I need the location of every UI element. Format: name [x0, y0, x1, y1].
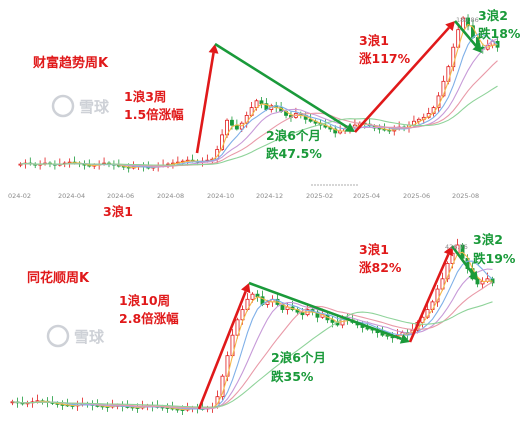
panel-2: 同花顺周K 426.76 1浪10周 2.8倍涨幅 2浪6个月 跌35% 3浪1… — [10, 232, 516, 418]
wave-arrowhead-4 — [468, 270, 478, 281]
wave-arrowhead-3 — [445, 21, 455, 32]
candle-body — [240, 309, 245, 321]
panel-1-peak-label: 180.86 — [456, 16, 479, 24]
panel-2-arrows — [197, 245, 478, 410]
p2-wave3a-label: 3浪1 — [359, 242, 389, 257]
wave-arrowhead-4 — [472, 42, 482, 53]
candle-body — [466, 17, 470, 27]
candle-body — [265, 301, 270, 305]
ma-line-26 — [12, 301, 493, 408]
ma-line-26 — [20, 85, 498, 166]
x-tick-label: 2024-04 — [58, 192, 85, 200]
x-tick-label: 2025-04 — [353, 192, 380, 200]
xueqiu-logo-icon — [51, 94, 75, 118]
panel-1-ma-lines — [20, 23, 498, 168]
p2-wave2-label: 2浪6个月 — [271, 350, 326, 365]
p1-wave3a-move: 涨117% — [359, 51, 411, 66]
wave-arrow-2 — [214, 42, 349, 129]
wave-arrowhead-1 — [241, 283, 251, 294]
wave-arrow-3 — [354, 26, 450, 133]
candle-body — [435, 288, 440, 303]
x-tick-label: 2024-12 — [256, 192, 283, 200]
candle-body — [18, 163, 23, 166]
panel-2-candles — [10, 238, 495, 415]
candle-body — [220, 134, 225, 150]
panel-1-title: 财富趋势周K — [33, 55, 109, 71]
x-tick-label: 024-02 — [8, 192, 31, 200]
candle-body — [230, 119, 234, 126]
x-tick-label: 2024-10 — [207, 192, 234, 200]
p2-wave3b-label: 3浪2 — [473, 232, 503, 247]
p1-watermark-text: 雪球 — [79, 98, 110, 116]
candle-body — [308, 118, 313, 122]
x-tick-label: 2024-06 — [107, 192, 134, 200]
panel-2-title: 同花顺周K — [27, 270, 90, 286]
x-tick-label: 2024-08 — [157, 192, 184, 200]
wave-arrow-4 — [454, 20, 478, 47]
wave-arrow-1 — [197, 290, 247, 410]
x-tick-label: 2025-08 — [452, 192, 479, 200]
p2-wave3b-move: 跌19% — [473, 251, 516, 266]
wave-arrow-1 — [195, 52, 215, 154]
xueqiu-footer-icon — [374, 402, 390, 418]
panel-1-arrows — [195, 20, 482, 154]
p1-xueqiu-watermark: 雪球 — [51, 94, 110, 118]
footer-watermark: 雪球：儿童团团长 — [374, 402, 490, 418]
p1-footnote: 3浪1 — [103, 204, 133, 219]
p1-wave3b-label: 3浪2 — [478, 8, 508, 23]
p1-wave1-label: 1浪3周 — [124, 89, 166, 104]
p1-wave2-move: 跌47.5% — [266, 146, 322, 161]
p1-wave1-move: 1.5倍涨幅 — [124, 107, 184, 122]
candle-body — [330, 319, 335, 323]
p2-watermark-text: 雪球 — [74, 328, 105, 346]
footer-watermark-text: 雪球：儿童团团长 — [393, 403, 490, 418]
wave-arrowhead-1 — [208, 44, 219, 54]
candle-body — [250, 293, 255, 300]
p2-wave3a-move: 涨82% — [359, 260, 402, 275]
wave-arrow-3 — [408, 253, 450, 343]
x-tick-label: 2025-06 — [403, 192, 430, 200]
candle-body — [259, 100, 264, 105]
candle-body — [445, 263, 450, 280]
candle-body — [244, 115, 249, 124]
p1-wave3a-label: 3浪1 — [359, 33, 389, 48]
candle-body — [333, 128, 338, 134]
panel-2-peak-label: 426.76 — [445, 243, 468, 251]
ma-line-3 — [20, 23, 498, 168]
x-tick-label: 2025-02 — [306, 192, 333, 200]
p2-wave1-move: 2.8倍涨幅 — [119, 311, 179, 326]
p2-xueqiu-watermark: 雪球 — [46, 324, 105, 348]
p1-wave2-label: 2浪6个月 — [266, 128, 321, 143]
wave-arrowhead-2 — [399, 334, 410, 344]
candle-body — [416, 118, 421, 122]
wave-arrowhead-2 — [344, 122, 355, 132]
wave-arrow-2 — [248, 281, 402, 341]
panel-1-x-axis: 024-02 2024-04 2024-06 2024-08 2024-10 2024-1… — [8, 184, 479, 200]
p2-wave2-move: 跌35% — [271, 369, 314, 384]
wave-arrowhead-3 — [443, 246, 453, 257]
xueqiu-logo-icon — [46, 324, 70, 348]
wave-arrow-4 — [450, 245, 474, 275]
p1-wave3b-move: 跌18% — [478, 26, 521, 41]
panel-1: 财富趋势周K 024-02 2024-04 2024-06 2024-08 2024-1… — [8, 8, 521, 219]
p2-wave1-label: 1浪10周 — [119, 293, 170, 308]
